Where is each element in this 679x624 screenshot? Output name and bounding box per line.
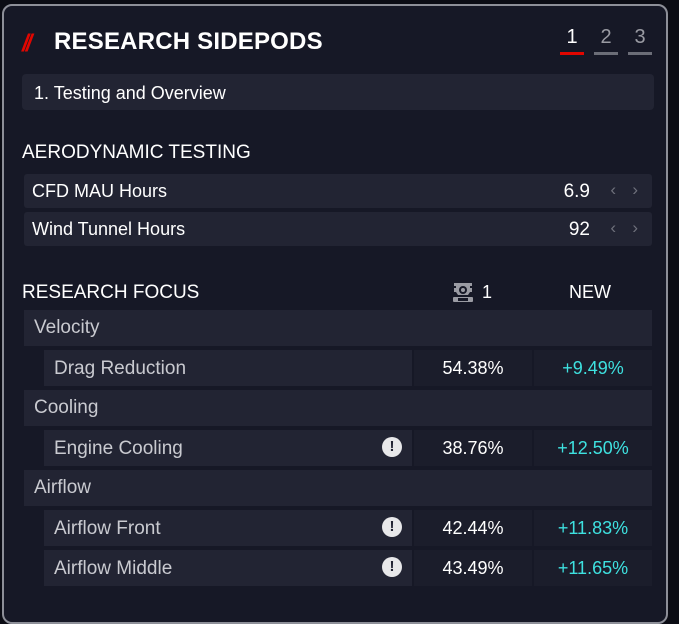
- new-value: +9.49%: [562, 358, 624, 378]
- chevron-right-icon[interactable]: ›: [632, 180, 638, 199]
- wind-tunnel-label: Wind Tunnel Hours: [32, 219, 186, 239]
- chevron-left-icon[interactable]: ‹: [610, 218, 616, 237]
- current-value: 38.76%: [442, 438, 504, 458]
- current-value-cell: 43.49%: [414, 550, 532, 586]
- current-value-cell: 38.76%: [414, 430, 532, 466]
- warning-icon: !: [382, 517, 402, 537]
- brand-slash-icon: //: [22, 30, 32, 57]
- category-airflow: Airflow: [24, 470, 652, 506]
- focus-item-drag-reduction[interactable]: Drag Reduction: [44, 350, 412, 386]
- section-subtitle-bar: 1. Testing and Overview: [22, 74, 654, 110]
- new-value-cell: +11.65%: [534, 550, 652, 586]
- page-tab-1[interactable]: 1: [560, 26, 584, 55]
- category-label: Velocity: [34, 317, 100, 338]
- new-value: +11.83%: [557, 518, 629, 538]
- focus-item-label: Airflow Front: [54, 518, 161, 539]
- chevron-left-icon[interactable]: ‹: [610, 180, 616, 199]
- research-focus-header: RESEARCH FOCUS 1 NEW: [4, 280, 670, 306]
- new-value: +12.50%: [557, 438, 629, 458]
- focus-item-label: Airflow Middle: [54, 558, 173, 579]
- category-label: Airflow: [34, 477, 92, 498]
- current-value: 54.38%: [442, 358, 504, 378]
- new-value: +11.65%: [557, 558, 629, 578]
- research-focus-title: RESEARCH FOCUS: [22, 282, 200, 303]
- focus-item-label: Engine Cooling: [54, 438, 183, 459]
- wind-tunnel-row: Wind Tunnel Hours 92 ‹ ›: [24, 212, 652, 246]
- section-subtitle: 1. Testing and Overview: [34, 83, 226, 103]
- current-value-cell: 54.38%: [414, 350, 532, 386]
- new-value-cell: +12.50%: [534, 430, 652, 466]
- focus-item-airflow-middle[interactable]: Airflow Middle !: [44, 550, 412, 586]
- category-velocity: Velocity: [24, 310, 652, 346]
- current-value: 42.44%: [442, 518, 504, 538]
- focus-item-engine-cooling[interactable]: Engine Cooling !: [44, 430, 412, 466]
- new-column-header: NEW: [569, 282, 611, 302]
- driver-helmet-icon: [453, 283, 473, 302]
- page-title: RESEARCH SIDEPODS: [54, 28, 323, 55]
- category-label: Cooling: [34, 397, 99, 418]
- warning-icon: !: [382, 437, 402, 457]
- current-value: 43.49%: [442, 558, 504, 578]
- page-tabs: 1 2 3: [560, 26, 652, 55]
- page-tab-3[interactable]: 3: [628, 26, 652, 55]
- driver-count: 1: [482, 282, 493, 302]
- cfd-hours-row: CFD MAU Hours 6.9 ‹ ›: [24, 174, 652, 208]
- cfd-hours-label: CFD MAU Hours: [32, 181, 168, 201]
- category-cooling: Cooling: [24, 390, 652, 426]
- aero-testing-title: AERODYNAMIC TESTING: [22, 142, 251, 163]
- chevron-right-icon[interactable]: ›: [632, 218, 638, 237]
- focus-item-airflow-front[interactable]: Airflow Front !: [44, 510, 412, 546]
- wind-tunnel-value: 92: [568, 219, 590, 240]
- focus-item-label: Drag Reduction: [54, 358, 187, 379]
- warning-icon: !: [382, 557, 402, 577]
- research-panel: // RESEARCH SIDEPODS 1 2 3 1. Testing an…: [2, 4, 668, 624]
- new-value-cell: +9.49%: [534, 350, 652, 386]
- page-tab-2[interactable]: 2: [594, 26, 618, 55]
- panel-header: // RESEARCH SIDEPODS 1 2 3: [22, 24, 652, 60]
- new-value-cell: +11.83%: [534, 510, 652, 546]
- cfd-hours-value: 6.9: [563, 181, 590, 202]
- current-value-cell: 42.44%: [414, 510, 532, 546]
